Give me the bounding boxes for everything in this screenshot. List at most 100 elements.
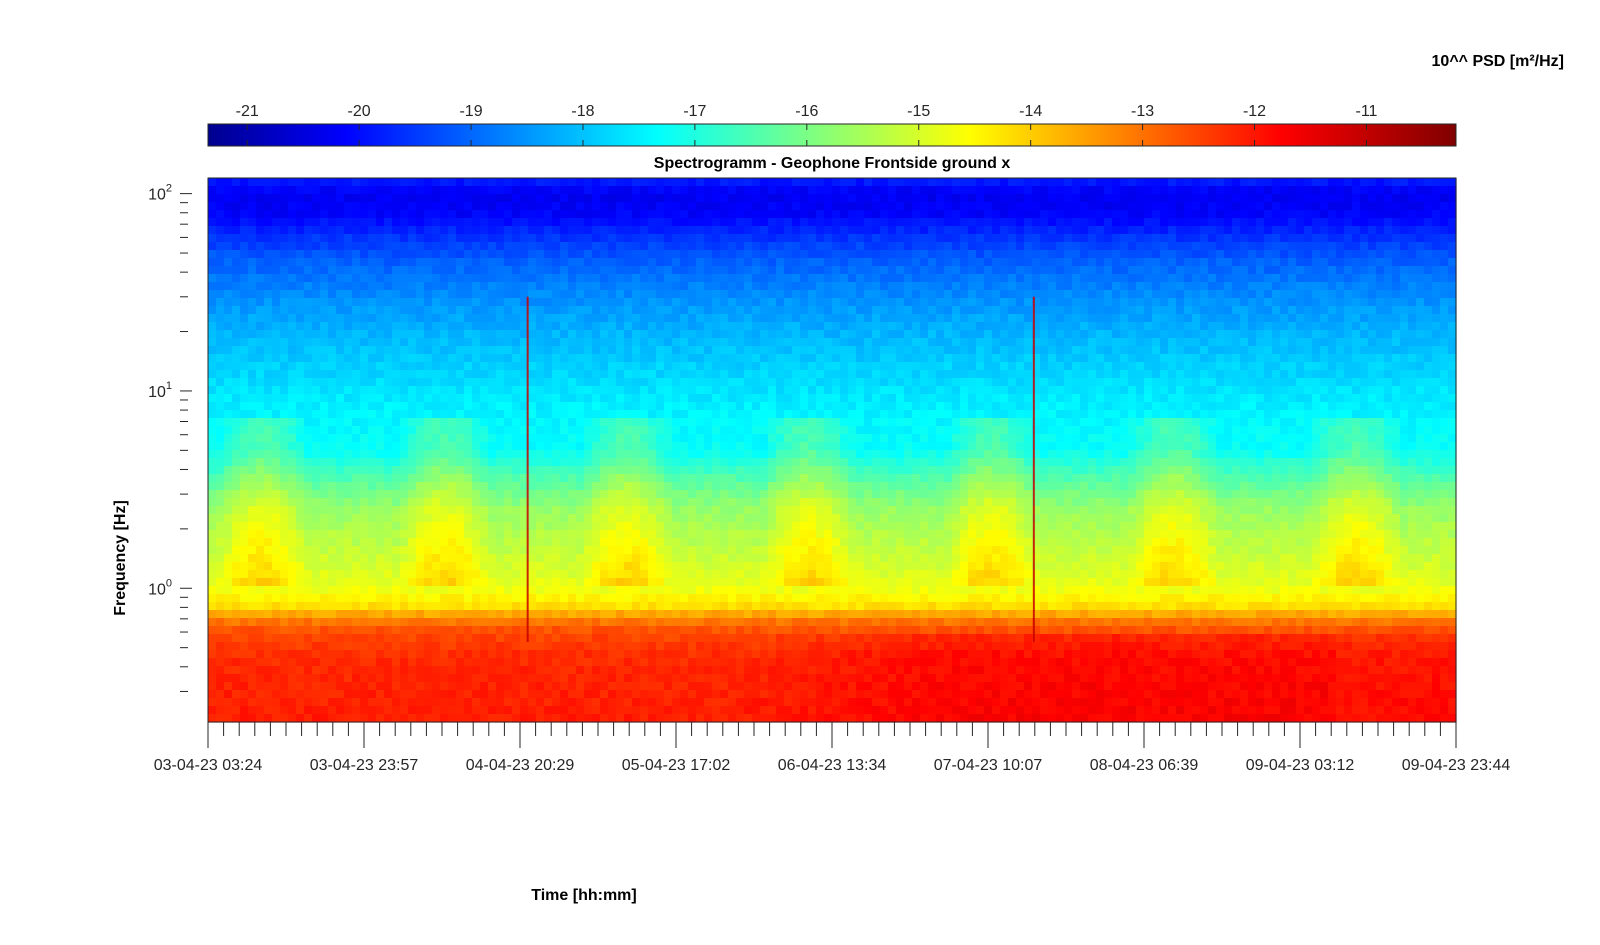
- heatmap-cell: [600, 570, 609, 579]
- heatmap-cell: [208, 266, 217, 275]
- heatmap-cell: [576, 506, 585, 515]
- heatmap-cell: [344, 194, 353, 203]
- heatmap-cell: [384, 690, 393, 699]
- heatmap-cell: [768, 426, 777, 435]
- heatmap-cell: [232, 530, 241, 539]
- heatmap-cell: [240, 506, 249, 515]
- heatmap-cell: [256, 490, 265, 499]
- heatmap-cell: [336, 290, 345, 299]
- heatmap-cell: [248, 378, 257, 387]
- heatmap-cell: [352, 634, 361, 643]
- heatmap-cell: [312, 194, 321, 203]
- heatmap-cell: [208, 306, 217, 315]
- heatmap-cell: [680, 578, 689, 587]
- heatmap-cell: [736, 266, 745, 275]
- heatmap-cell: [568, 474, 577, 483]
- heatmap-cell: [320, 634, 329, 643]
- heatmap-cell: [544, 378, 553, 387]
- heatmap-cell: [704, 706, 713, 715]
- heatmap-cell: [240, 562, 249, 571]
- heatmap-cell: [504, 250, 513, 259]
- heatmap-cell: [224, 674, 233, 683]
- heatmap-cell: [216, 594, 225, 603]
- heatmap-cell: [688, 194, 697, 203]
- heatmap-cell: [728, 410, 737, 419]
- heatmap-cell: [616, 282, 625, 291]
- heatmap-cell: [560, 650, 569, 659]
- heatmap-cell: [544, 346, 553, 355]
- heatmap-cell: [208, 258, 217, 267]
- heatmap-cell: [584, 706, 593, 715]
- heatmap-cell: [248, 402, 257, 411]
- heatmap-cell: [320, 450, 329, 459]
- heatmap-cell: [656, 362, 665, 371]
- heatmap-cell: [416, 322, 425, 331]
- heatmap-cell: [432, 258, 441, 267]
- heatmap-cell: [288, 634, 297, 643]
- heatmap-cell: [496, 586, 505, 595]
- heatmap-cell: [472, 186, 481, 195]
- heatmap-cell: [688, 354, 697, 363]
- heatmap-cell: [472, 498, 481, 507]
- heatmap-cell: [576, 378, 585, 387]
- heatmap-cell: [224, 714, 233, 723]
- heatmap-cell: [632, 346, 641, 355]
- heatmap-cell: [208, 338, 217, 347]
- heatmap-cell: [328, 346, 337, 355]
- heatmap-cell: [736, 194, 745, 203]
- heatmap-cell: [688, 346, 697, 355]
- heatmap-cell: [688, 674, 697, 683]
- heatmap-cell: [696, 354, 705, 363]
- heatmap-cell: [776, 346, 785, 355]
- heatmap-cell: [688, 538, 697, 547]
- heatmap-cell: [376, 298, 385, 307]
- heatmap-cell: [336, 490, 345, 499]
- heatmap-cell: [664, 282, 673, 291]
- heatmap-cell: [352, 274, 361, 283]
- heatmap-cell: [272, 506, 281, 515]
- heatmap-cell: [768, 594, 777, 603]
- heatmap-cell: [560, 570, 569, 579]
- heatmap-cell: [528, 682, 537, 691]
- heatmap-cell: [640, 250, 649, 259]
- heatmap-cell: [440, 178, 449, 187]
- heatmap-cell: [504, 562, 513, 571]
- heatmap-cell: [456, 698, 465, 707]
- heatmap-cell: [592, 450, 601, 459]
- heatmap-cell: [736, 434, 745, 443]
- heatmap-cell: [576, 490, 585, 499]
- heatmap-cell: [456, 706, 465, 715]
- heatmap-cell: [768, 282, 777, 291]
- heatmap-cell: [648, 586, 657, 595]
- heatmap-cell: [312, 410, 321, 419]
- heatmap-cell: [320, 682, 329, 691]
- heatmap-cell: [536, 594, 545, 603]
- heatmap-cell: [424, 306, 433, 315]
- heatmap-cell: [768, 538, 777, 547]
- heatmap-cell: [472, 634, 481, 643]
- heatmap-cell: [344, 274, 353, 283]
- heatmap-cell: [264, 194, 273, 203]
- heatmap-cell: [744, 674, 753, 683]
- heatmap-cell: [504, 242, 513, 251]
- heatmap-cell: [776, 578, 785, 587]
- heatmap-cell: [536, 674, 545, 683]
- heatmap-cell: [240, 594, 249, 603]
- heatmap-cell: [288, 234, 297, 243]
- heatmap-cell: [392, 194, 401, 203]
- heatmap-cell: [536, 402, 545, 411]
- heatmap-cell: [720, 218, 729, 227]
- heatmap-cell: [488, 634, 497, 643]
- heatmap-cell: [696, 410, 705, 419]
- heatmap-cell: [360, 250, 369, 259]
- heatmap-cell: [608, 450, 617, 459]
- heatmap-cell: [632, 682, 641, 691]
- heatmap-cell: [248, 362, 257, 371]
- heatmap-cell: [368, 530, 377, 539]
- heatmap-cell: [448, 250, 457, 259]
- heatmap-cell: [280, 370, 289, 379]
- heatmap-cell: [464, 706, 473, 715]
- heatmap-cell: [376, 650, 385, 659]
- heatmap-cell: [656, 226, 665, 235]
- heatmap-cell: [312, 434, 321, 443]
